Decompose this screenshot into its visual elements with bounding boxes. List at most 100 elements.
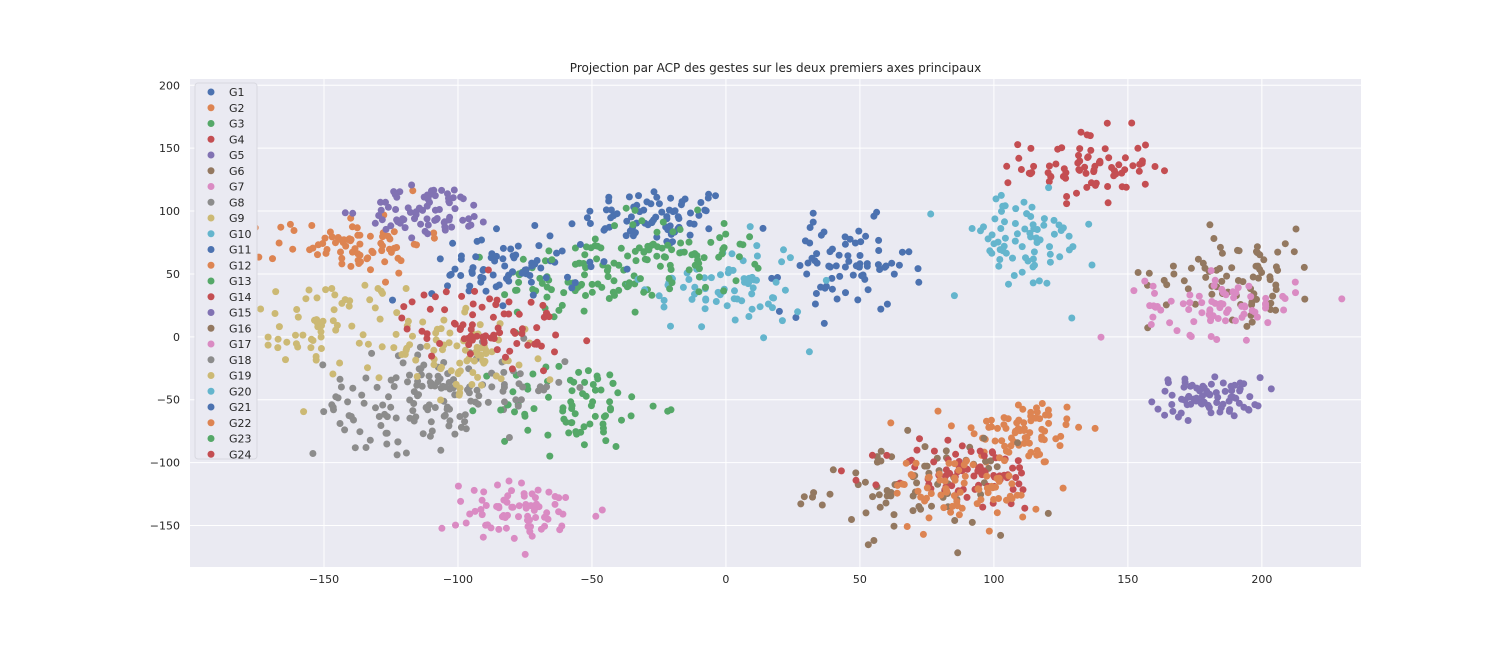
- data-point: [501, 437, 509, 445]
- data-point: [524, 426, 532, 434]
- data-point: [385, 393, 392, 401]
- data-point: [299, 331, 307, 339]
- data-point: [1001, 442, 1009, 450]
- data-point: [423, 342, 431, 350]
- data-point: [493, 346, 501, 354]
- data-point: [392, 330, 400, 338]
- legend-label: G4: [229, 133, 245, 146]
- data-point: [398, 314, 406, 322]
- data-point: [1152, 303, 1159, 311]
- data-point: [928, 502, 935, 510]
- data-point: [1181, 396, 1189, 404]
- data-point: [1198, 309, 1206, 317]
- data-point: [401, 224, 409, 232]
- data-point: [378, 343, 386, 351]
- data-point: [712, 298, 720, 305]
- data-point: [1207, 267, 1215, 275]
- data-point: [344, 398, 352, 406]
- data-point: [451, 205, 459, 213]
- legend-label: G17: [229, 338, 252, 351]
- data-point: [857, 238, 865, 246]
- data-point: [1087, 146, 1095, 154]
- data-point: [930, 458, 938, 466]
- data-point: [872, 481, 880, 489]
- data-point: [543, 293, 551, 301]
- data-point: [377, 198, 384, 206]
- data-point: [424, 221, 432, 229]
- data-point: [530, 405, 538, 413]
- data-point: [582, 392, 590, 400]
- data-point: [1168, 401, 1176, 408]
- data-point: [936, 476, 944, 484]
- data-point: [416, 343, 424, 351]
- data-point: [656, 262, 664, 270]
- data-point: [592, 512, 600, 520]
- data-point: [257, 305, 265, 313]
- data-point: [882, 262, 890, 270]
- plot-background: [190, 79, 1361, 567]
- data-point: [1201, 264, 1209, 272]
- data-point: [436, 375, 444, 383]
- data-point: [286, 220, 294, 228]
- data-point: [457, 252, 465, 260]
- data-point: [1104, 183, 1112, 190]
- data-point: [1141, 277, 1149, 285]
- data-point: [588, 280, 596, 288]
- data-point: [1145, 269, 1153, 277]
- data-point: [775, 307, 783, 315]
- data-point: [356, 240, 364, 248]
- data-point: [980, 452, 988, 460]
- x-tick-label: 0: [722, 573, 729, 586]
- data-point: [1141, 180, 1149, 188]
- data-point: [382, 225, 390, 233]
- data-point: [977, 227, 984, 235]
- data-point: [486, 295, 494, 303]
- legend-marker: [207, 387, 215, 395]
- data-point: [1162, 301, 1170, 309]
- data-point: [1000, 414, 1008, 422]
- data-point: [366, 296, 374, 304]
- data-point: [345, 302, 353, 310]
- data-point: [456, 384, 464, 392]
- data-point: [818, 501, 826, 509]
- legend-label: G6: [229, 165, 245, 178]
- data-point: [606, 398, 614, 406]
- series-g21: [389, 220, 631, 310]
- data-point: [748, 290, 756, 298]
- data-point: [413, 373, 421, 380]
- data-point: [833, 295, 841, 303]
- data-point: [1134, 144, 1142, 152]
- data-point: [510, 534, 518, 542]
- data-point: [552, 331, 560, 339]
- data-point: [382, 198, 389, 206]
- data-point: [1186, 299, 1194, 307]
- data-point: [533, 257, 541, 264]
- data-point: [731, 287, 738, 295]
- data-point: [515, 278, 523, 286]
- data-point: [433, 325, 441, 333]
- data-point: [1207, 333, 1215, 340]
- data-point: [478, 511, 486, 519]
- data-point: [541, 257, 549, 265]
- data-point: [529, 370, 537, 378]
- data-point: [402, 285, 410, 292]
- data-point: [406, 371, 413, 379]
- data-point: [430, 346, 438, 354]
- data-point: [829, 466, 837, 474]
- x-tick-label: 150: [1117, 573, 1138, 586]
- data-point: [437, 365, 445, 373]
- data-point: [942, 485, 950, 493]
- data-point: [658, 208, 666, 216]
- data-point: [1292, 225, 1300, 233]
- data-point: [506, 347, 514, 355]
- data-point: [653, 233, 661, 241]
- data-point: [424, 230, 432, 238]
- data-point: [631, 206, 639, 214]
- data-point: [1226, 406, 1234, 414]
- data-point: [1212, 389, 1220, 397]
- data-point: [702, 283, 709, 291]
- data-point: [607, 406, 614, 414]
- data-point: [469, 369, 477, 376]
- data-point: [465, 341, 473, 349]
- data-point: [427, 418, 435, 426]
